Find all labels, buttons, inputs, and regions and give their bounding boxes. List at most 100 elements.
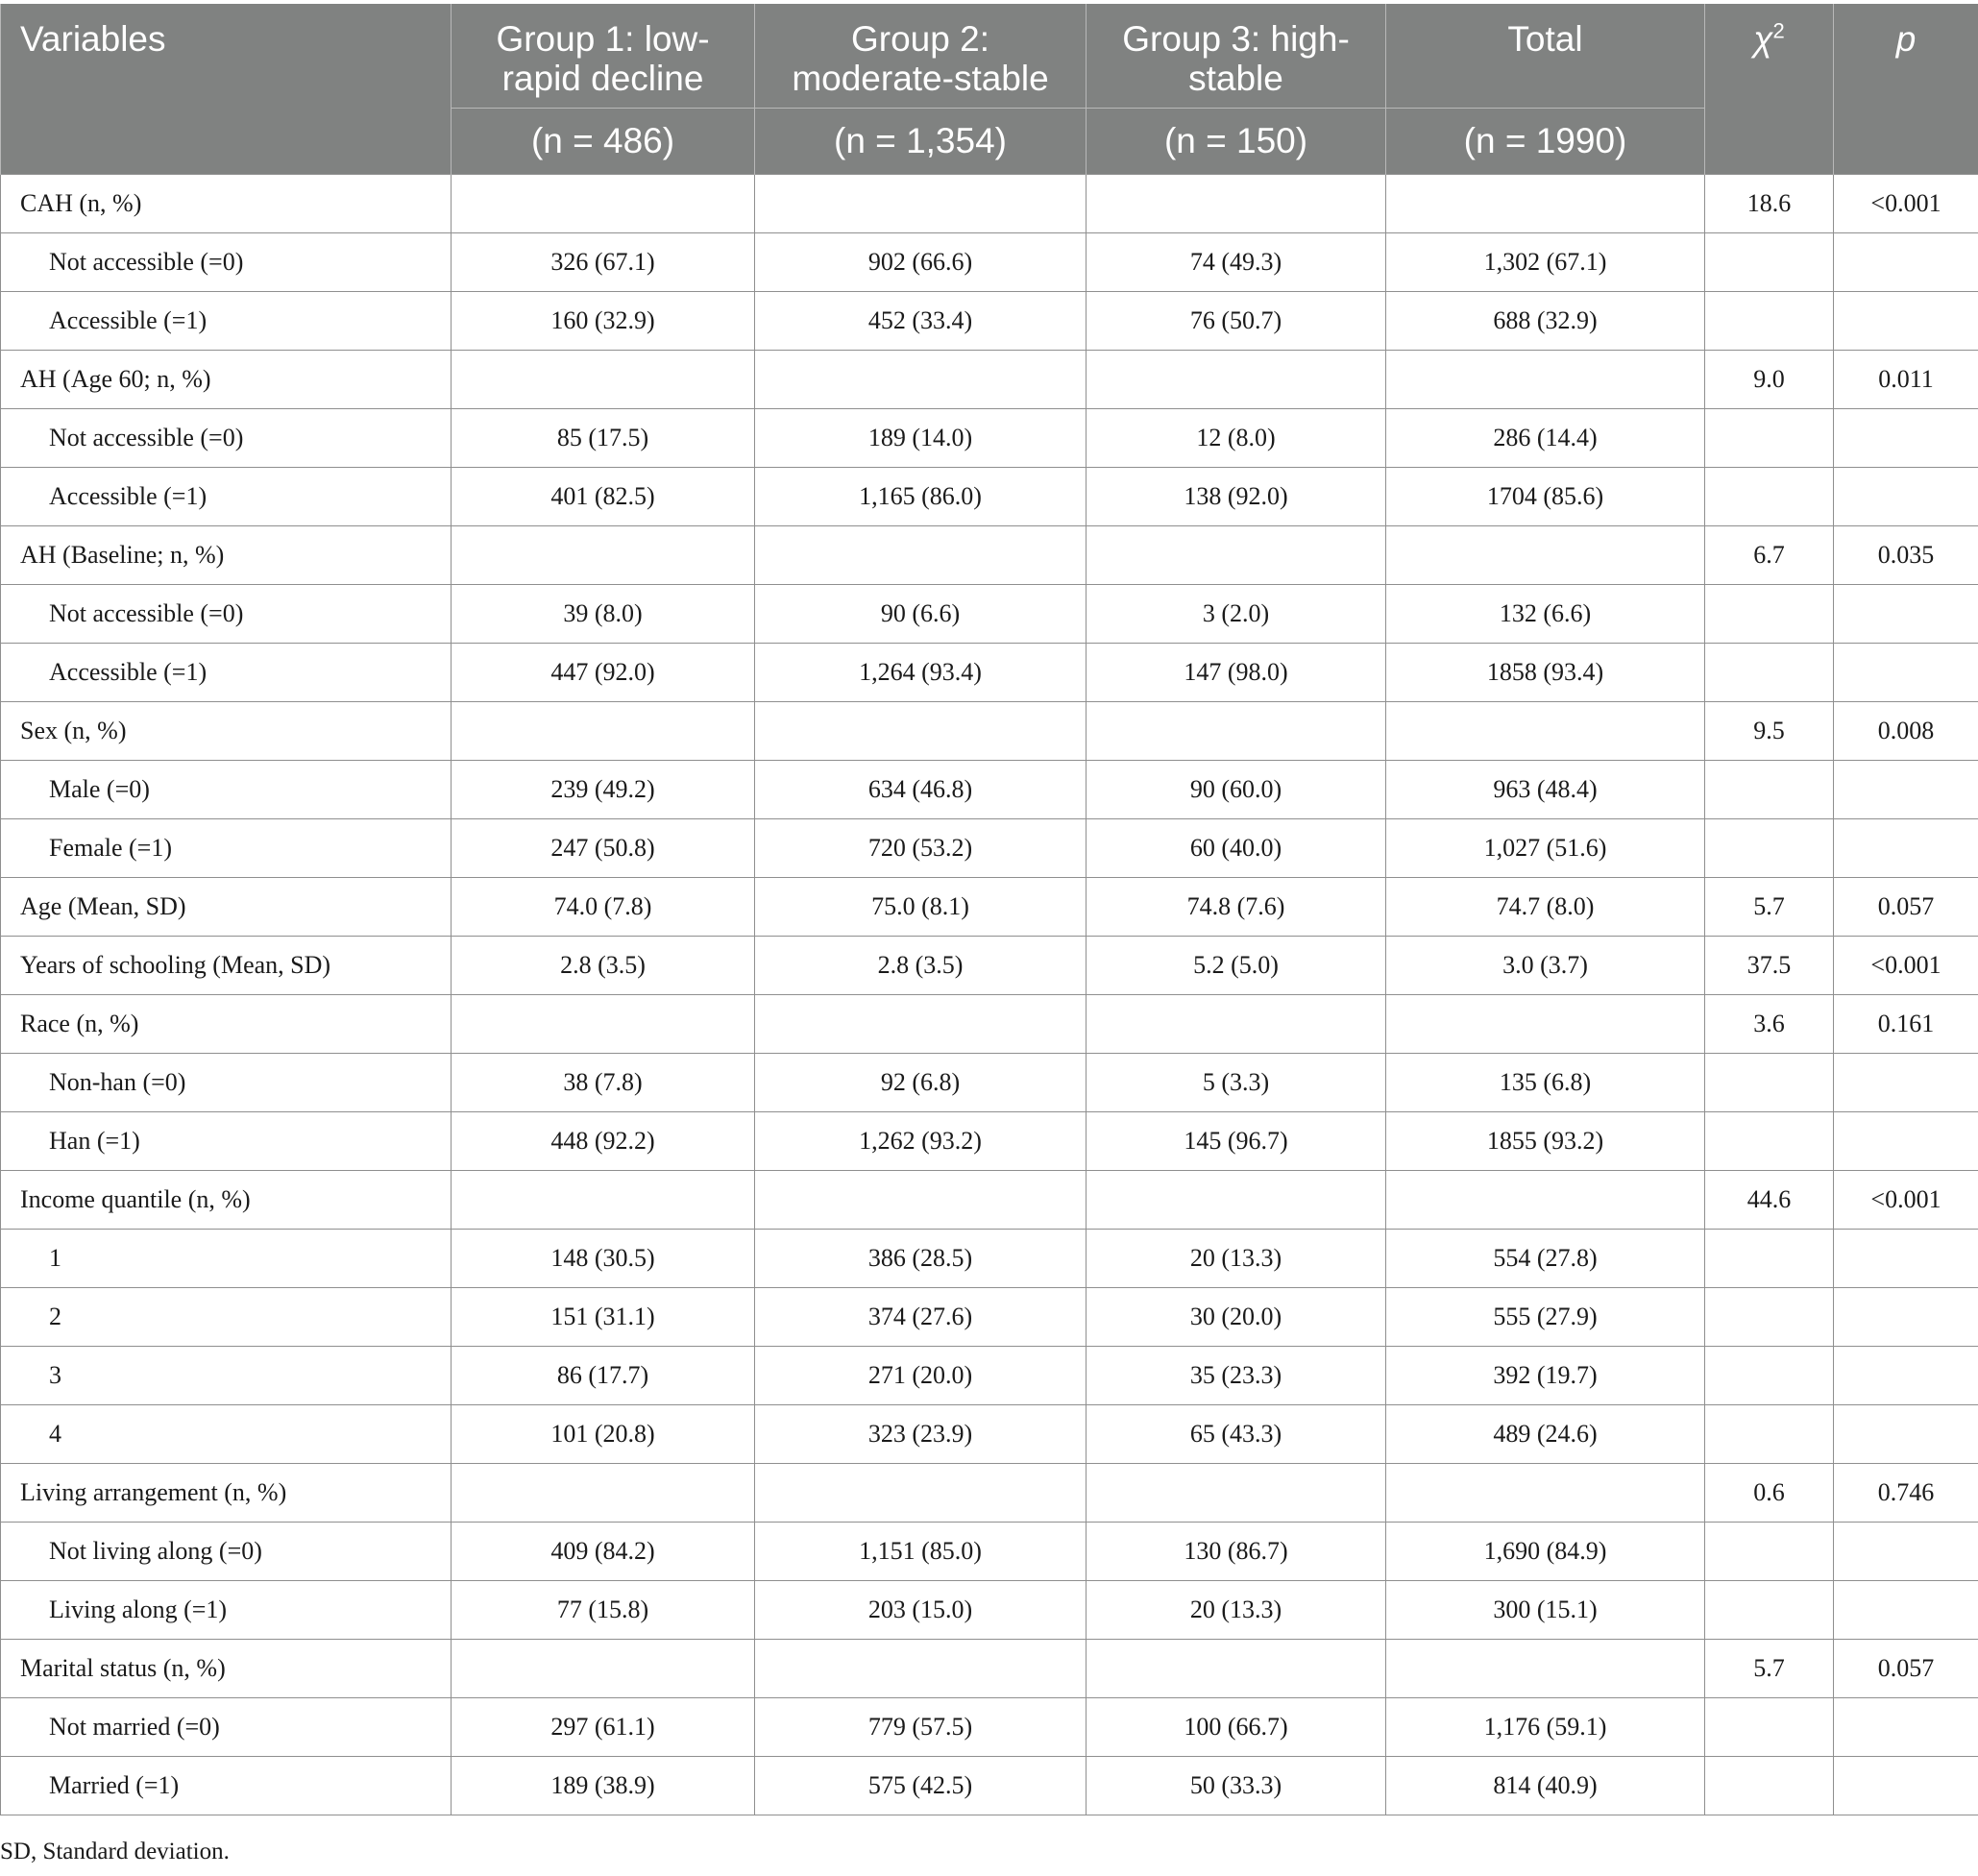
cell-chi-square: 9.0: [1704, 349, 1834, 409]
cell-p-value: 0.057: [1833, 876, 1978, 937]
cell-total: 1858 (93.4): [1385, 642, 1705, 702]
cell-total: [1385, 1462, 1705, 1523]
header-total-n: (n = 1990): [1385, 107, 1705, 174]
cell-total: 554 (27.8): [1385, 1228, 1705, 1288]
cell-total: 1704 (85.6): [1385, 466, 1705, 526]
cell-p-value: [1833, 1579, 1978, 1640]
cell-variable: Not living along (=0): [0, 1521, 452, 1581]
cell-p-value: [1833, 231, 1978, 292]
table-row: Living along (=1) 77 (15.8) 203 (15.0) 20 (…: [0, 1579, 1978, 1640]
cell-group3: [1086, 1638, 1386, 1698]
cell-group1: 239 (49.2): [451, 759, 755, 819]
table-row: Not accessible (=0) 39 (8.0) 90 (6.6) 3 (2.…: [0, 583, 1978, 644]
table-row: Not married (=0) 297 (61.1) 779 (57.5) 100 …: [0, 1696, 1978, 1757]
cell-group2: 374 (27.6): [754, 1286, 1087, 1347]
cell-chi-square: 3.6: [1704, 993, 1834, 1054]
cell-total: [1385, 173, 1705, 233]
cell-variable: Living arrangement (n, %): [0, 1462, 452, 1523]
cell-group2: 575 (42.5): [754, 1755, 1087, 1815]
cell-p-value: 0.057: [1833, 1638, 1978, 1698]
cell-chi-square: [1704, 1521, 1834, 1581]
cell-variable: Race (n, %): [0, 993, 452, 1054]
table-row: AH (Baseline; n, %) 6.7 0.035: [0, 524, 1978, 585]
cell-p-value: [1833, 1228, 1978, 1288]
cell-group3: 65 (43.3): [1086, 1403, 1386, 1464]
header-total: Total: [1385, 4, 1705, 108]
cell-variable: Living along (=1): [0, 1579, 452, 1640]
cell-chi-square: [1704, 817, 1834, 878]
cell-chi-square: 18.6: [1704, 173, 1834, 233]
cell-total: [1385, 1169, 1705, 1230]
cell-group2: 323 (23.9): [754, 1403, 1087, 1464]
cell-variable: Age (Mean, SD): [0, 876, 452, 937]
cell-total: [1385, 524, 1705, 585]
cell-total: 1,176 (59.1): [1385, 1696, 1705, 1757]
cell-group1: 409 (84.2): [451, 1521, 755, 1581]
cell-variable: Years of schooling (Mean, SD): [0, 935, 452, 995]
data-table: Variables Group 1: low-rapid decline Gro…: [0, 4, 1978, 1815]
cell-group3: [1086, 1462, 1386, 1523]
cell-group3: 60 (40.0): [1086, 817, 1386, 878]
cell-p-value: [1833, 642, 1978, 702]
cell-group1: [451, 1462, 755, 1523]
cell-p-value: [1833, 1345, 1978, 1405]
cell-p-value: 0.035: [1833, 524, 1978, 585]
cell-group1: [451, 993, 755, 1054]
cell-chi-square: 37.5: [1704, 935, 1834, 995]
cell-group3: 138 (92.0): [1086, 466, 1386, 526]
table-row: Non-han (=0) 38 (7.8) 92 (6.8) 5 (3.3) 135 (…: [0, 1052, 1978, 1112]
cell-p-value: [1833, 1110, 1978, 1171]
cell-chi-square: [1704, 1579, 1834, 1640]
table-row: 1 148 (30.5) 386 (28.5) 20 (13.3) 554 (27.8): [0, 1228, 1978, 1288]
cell-total: 555 (27.9): [1385, 1286, 1705, 1347]
cell-group1: [451, 173, 755, 233]
header-group2: Group 2: moderate-stable: [754, 4, 1087, 108]
cell-group3: 5 (3.3): [1086, 1052, 1386, 1112]
cell-group2: 1,264 (93.4): [754, 642, 1087, 702]
cell-group2: [754, 1169, 1087, 1230]
cell-chi-square: [1704, 1228, 1834, 1288]
cell-group2: 203 (15.0): [754, 1579, 1087, 1640]
cell-chi-square: [1704, 1286, 1834, 1347]
cell-total: 392 (19.7): [1385, 1345, 1705, 1405]
table-row: Accessible (=1) 447 (92.0) 1,264 (93.4) 147…: [0, 642, 1978, 702]
cell-p-value: <0.001: [1833, 935, 1978, 995]
cell-total: 814 (40.9): [1385, 1755, 1705, 1815]
cell-group1: [451, 524, 755, 585]
header-group1: Group 1: low-rapid decline: [451, 4, 755, 108]
cell-variable: 1: [0, 1228, 452, 1288]
table-row: 2 151 (31.1) 374 (27.6) 30 (20.0) 555 (27.9): [0, 1286, 1978, 1347]
cell-variable: Non-han (=0): [0, 1052, 452, 1112]
cell-total: 1,027 (51.6): [1385, 817, 1705, 878]
cell-group3: 30 (20.0): [1086, 1286, 1386, 1347]
cell-group2: 1,151 (85.0): [754, 1521, 1087, 1581]
cell-group1: 447 (92.0): [451, 642, 755, 702]
cell-chi-square: [1704, 407, 1834, 468]
cell-group1: [451, 700, 755, 761]
cell-group2: 271 (20.0): [754, 1345, 1087, 1405]
cell-group3: 50 (33.3): [1086, 1755, 1386, 1815]
cell-variable: Not married (=0): [0, 1696, 452, 1757]
cell-chi-square: [1704, 642, 1834, 702]
cell-group2: 2.8 (3.5): [754, 935, 1087, 995]
cell-group2: 779 (57.5): [754, 1696, 1087, 1757]
cell-total: [1385, 700, 1705, 761]
table-row: Accessible (=1) 160 (32.9) 452 (33.4) 76 (5…: [0, 290, 1978, 351]
cell-group2: 1,262 (93.2): [754, 1110, 1087, 1171]
cell-variable: CAH (n, %): [0, 173, 452, 233]
cell-variable: Accessible (=1): [0, 290, 452, 351]
cell-variable: Han (=1): [0, 1110, 452, 1171]
table-body: CAH (n, %) 18.6 <0.001 Not accessible (=0) 3…: [0, 173, 1978, 1815]
cell-group1: 74.0 (7.8): [451, 876, 755, 937]
table-row: Race (n, %) 3.6 0.161: [0, 993, 1978, 1054]
cell-group1: 151 (31.1): [451, 1286, 755, 1347]
cell-group3: 35 (23.3): [1086, 1345, 1386, 1405]
header-group1-n: (n = 486): [451, 107, 755, 174]
cell-group1: 2.8 (3.5): [451, 935, 755, 995]
cell-group1: [451, 1638, 755, 1698]
cell-group2: 189 (14.0): [754, 407, 1087, 468]
cell-group3: [1086, 1169, 1386, 1230]
cell-p-value: [1833, 1286, 1978, 1347]
cell-total: 1,302 (67.1): [1385, 231, 1705, 292]
table-row: 3 86 (17.7) 271 (20.0) 35 (23.3) 392 (19.7): [0, 1345, 1978, 1405]
